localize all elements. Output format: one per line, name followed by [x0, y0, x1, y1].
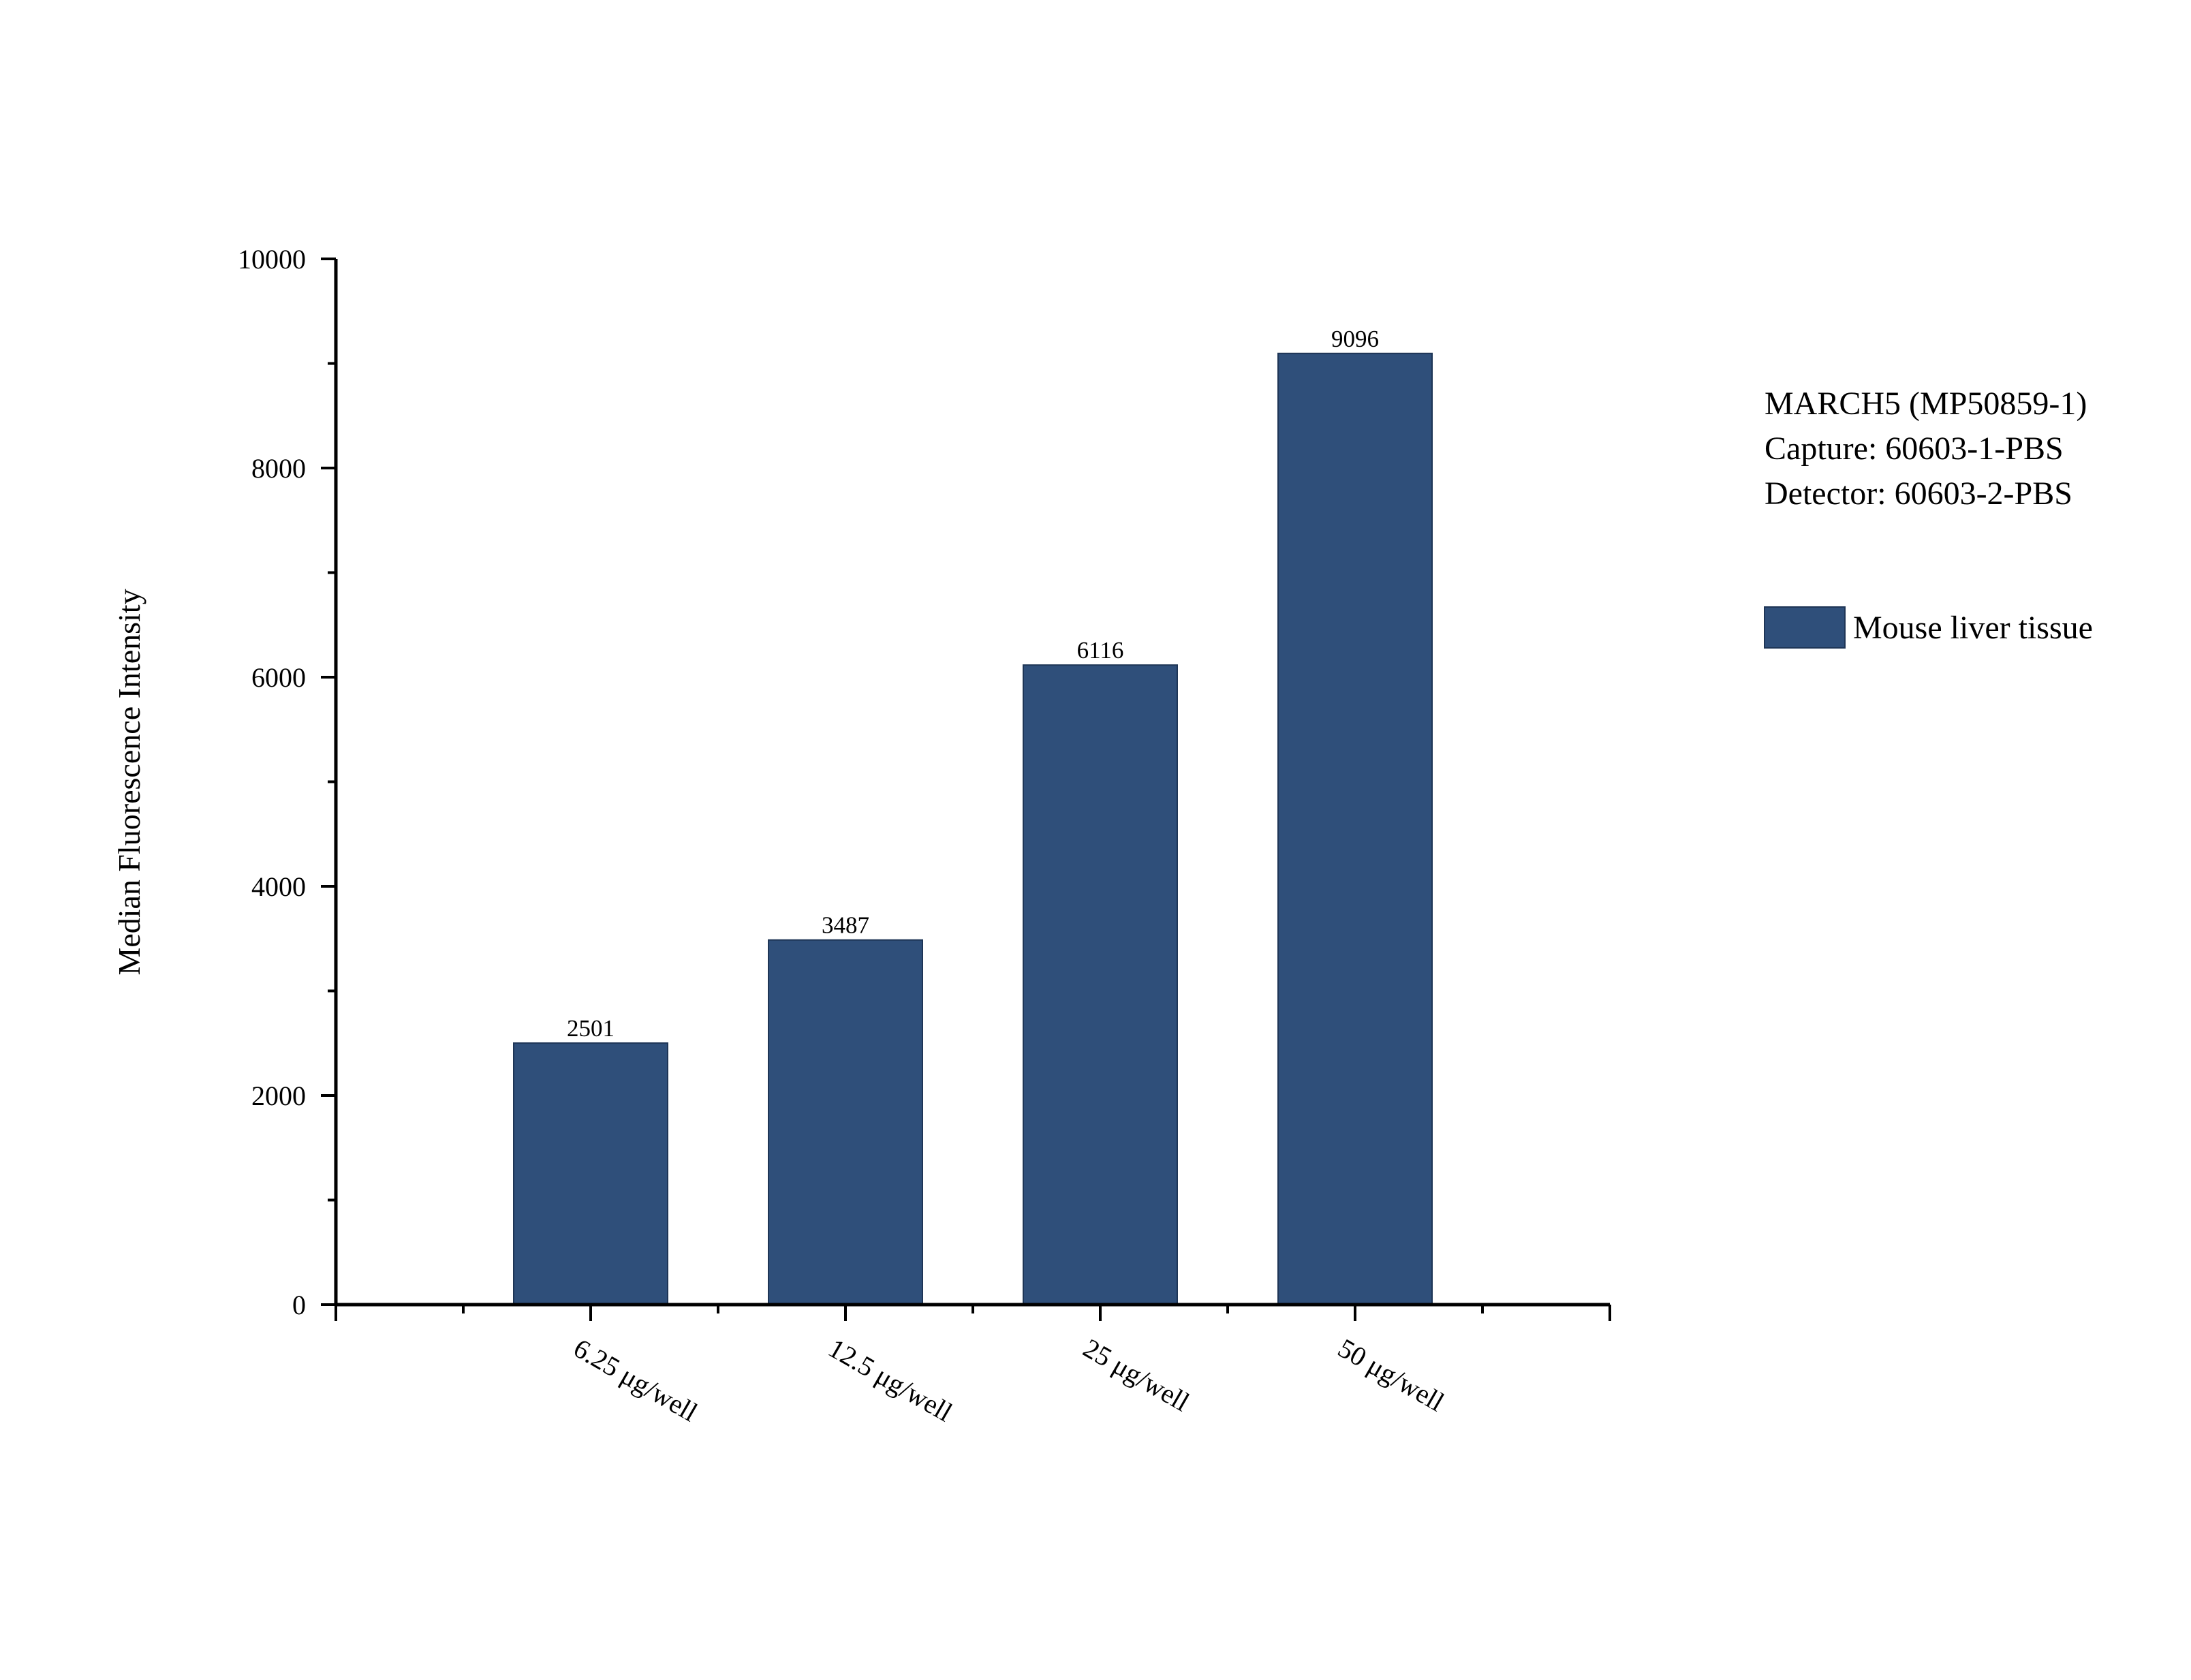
annotation-capture: Capture: 60603-1-PBS — [1765, 431, 2064, 467]
y-tick-label: 8000 — [251, 453, 306, 484]
ticks-layer — [321, 258, 1611, 1321]
bar — [513, 1042, 668, 1306]
y-tick-label: 2000 — [251, 1080, 306, 1111]
bar — [768, 939, 923, 1305]
bar — [1023, 664, 1178, 1305]
bar — [1277, 352, 1433, 1305]
y-axis-title: Median Fluorescence Intensity — [112, 589, 146, 975]
data-label: 6116 — [1077, 637, 1124, 664]
data-label: 9096 — [1331, 326, 1379, 352]
y-tick-label: 4000 — [251, 871, 306, 902]
x-tick-label: 6.25 μg/well — [569, 1333, 703, 1428]
x-tick-label: 25 μg/well — [1078, 1333, 1195, 1418]
legend-label: Mouse liver tissue — [1853, 610, 2093, 646]
x-tick-label: 50 μg/well — [1333, 1333, 1450, 1418]
bars-layer — [513, 352, 1433, 1306]
annotation-block: MARCH5 (MP50859-1) Capture: 60603-1-PBS … — [1765, 386, 2087, 512]
x-tick-label: 12.5 μg/well — [824, 1333, 958, 1428]
y-tick-label: 0 — [292, 1290, 306, 1320]
y-tick-label: 6000 — [251, 662, 306, 693]
data-label: 2501 — [567, 1015, 615, 1042]
data-label: 3487 — [822, 912, 869, 939]
annotation-antibody: MARCH5 (MP50859-1) — [1765, 386, 2087, 422]
annotation-detector: Detector: 60603-2-PBS — [1765, 476, 2072, 512]
legend-swatch — [1764, 606, 1846, 649]
y-tick-label: 10000 — [238, 244, 306, 275]
legend: Mouse liver tissue — [1764, 606, 2093, 649]
